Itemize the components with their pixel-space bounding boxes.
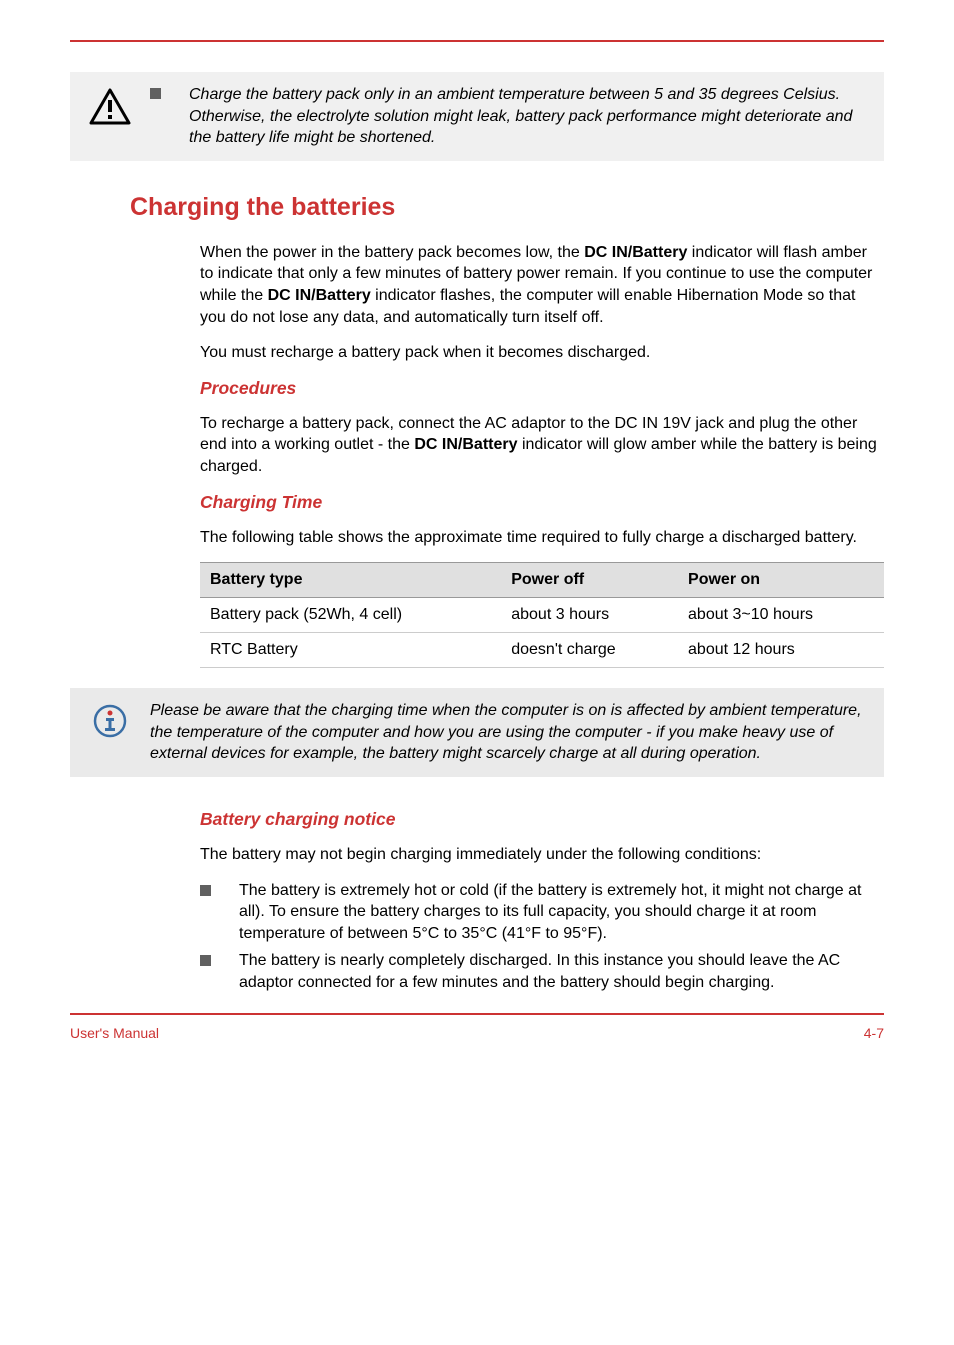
info-callout: Please be aware that the charging time w…	[70, 688, 884, 777]
table-row: RTC Battery doesn't charge about 12 hour…	[200, 633, 884, 668]
warning-text: Charge the battery pack only in an ambie…	[189, 84, 864, 149]
section-para1: When the power in the battery pack becom…	[200, 242, 884, 328]
bullet-square	[200, 885, 211, 896]
page-footer: User's Manual 4-7	[70, 1013, 884, 1041]
charging-time-intro: The following table shows the approximat…	[200, 527, 884, 549]
footer-right: 4-7	[864, 1025, 884, 1041]
text-bold: DC IN/Battery	[414, 436, 517, 453]
procedures-heading: Procedures	[200, 378, 884, 399]
table-header: Power off	[501, 563, 678, 598]
section-heading: Charging the batteries	[130, 193, 884, 222]
top-divider	[70, 40, 884, 42]
bullet-square	[200, 955, 211, 966]
table-cell: about 3~10 hours	[678, 598, 884, 633]
text-bold: DC IN/Battery	[268, 287, 371, 304]
charging-time-heading: Charging Time	[200, 492, 884, 513]
text-fragment: When the power in the battery pack becom…	[200, 244, 584, 261]
table-header: Power on	[678, 563, 884, 598]
battery-notice-intro: The battery may not begin charging immed…	[200, 844, 884, 866]
section-para2: You must recharge a battery pack when it…	[200, 342, 884, 364]
table-cell: about 3 hours	[501, 598, 678, 633]
table-cell: doesn't charge	[501, 633, 678, 668]
table-cell: about 12 hours	[678, 633, 884, 668]
table-cell: RTC Battery	[200, 633, 501, 668]
list-item: The battery is extremely hot or cold (if…	[200, 880, 884, 945]
battery-notice-list: The battery is extremely hot or cold (if…	[200, 880, 884, 994]
procedures-text: To recharge a battery pack, connect the …	[200, 413, 884, 478]
footer-left: User's Manual	[70, 1025, 159, 1041]
charging-table: Battery type Power off Power on Battery …	[200, 562, 884, 668]
table-row: Battery pack (52Wh, 4 cell) about 3 hour…	[200, 598, 884, 633]
info-text: Please be aware that the charging time w…	[150, 700, 864, 765]
list-item-text: The battery is nearly completely dischar…	[239, 950, 884, 993]
bullet-square	[150, 88, 161, 99]
list-item-text: The battery is extremely hot or cold (if…	[239, 880, 884, 945]
list-item: The battery is nearly completely dischar…	[200, 950, 884, 993]
table-cell: Battery pack (52Wh, 4 cell)	[200, 598, 501, 633]
warning-callout: Charge the battery pack only in an ambie…	[70, 72, 884, 161]
warning-icon	[70, 84, 150, 126]
info-icon	[70, 700, 150, 738]
table-header: Battery type	[200, 563, 501, 598]
text-bold: DC IN/Battery	[584, 244, 687, 261]
battery-notice-heading: Battery charging notice	[200, 809, 884, 830]
